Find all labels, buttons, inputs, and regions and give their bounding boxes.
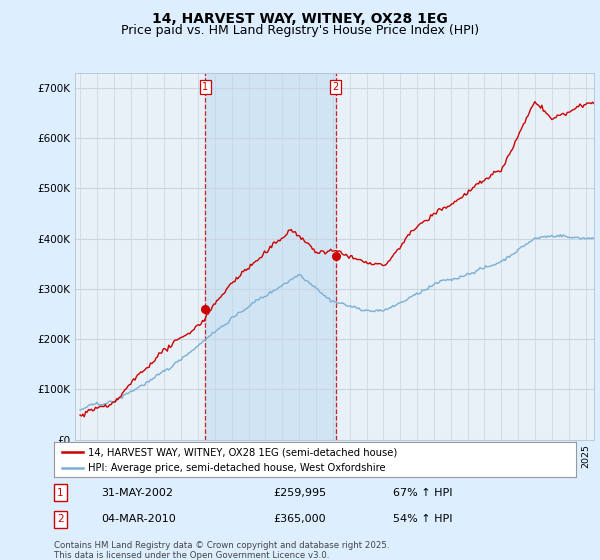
Text: 2: 2 [332, 82, 339, 92]
Text: 14, HARVEST WAY, WITNEY, OX28 1EG (semi-detached house): 14, HARVEST WAY, WITNEY, OX28 1EG (semi-… [88, 447, 397, 457]
Text: £365,000: £365,000 [273, 515, 326, 524]
Text: 1: 1 [202, 82, 208, 92]
Text: 1: 1 [57, 488, 64, 498]
Text: Contains HM Land Registry data © Crown copyright and database right 2025.
This d: Contains HM Land Registry data © Crown c… [54, 540, 389, 560]
Text: 67% ↑ HPI: 67% ↑ HPI [394, 488, 453, 498]
Text: 2: 2 [57, 515, 64, 524]
Text: 14, HARVEST WAY, WITNEY, OX28 1EG: 14, HARVEST WAY, WITNEY, OX28 1EG [152, 12, 448, 26]
Text: HPI: Average price, semi-detached house, West Oxfordshire: HPI: Average price, semi-detached house,… [88, 463, 386, 473]
Text: 04-MAR-2010: 04-MAR-2010 [101, 515, 176, 524]
Text: Price paid vs. HM Land Registry's House Price Index (HPI): Price paid vs. HM Land Registry's House … [121, 24, 479, 37]
Text: 54% ↑ HPI: 54% ↑ HPI [394, 515, 453, 524]
Text: 31-MAY-2002: 31-MAY-2002 [101, 488, 173, 498]
Text: £259,995: £259,995 [273, 488, 326, 498]
Bar [205, 73, 335, 440]
